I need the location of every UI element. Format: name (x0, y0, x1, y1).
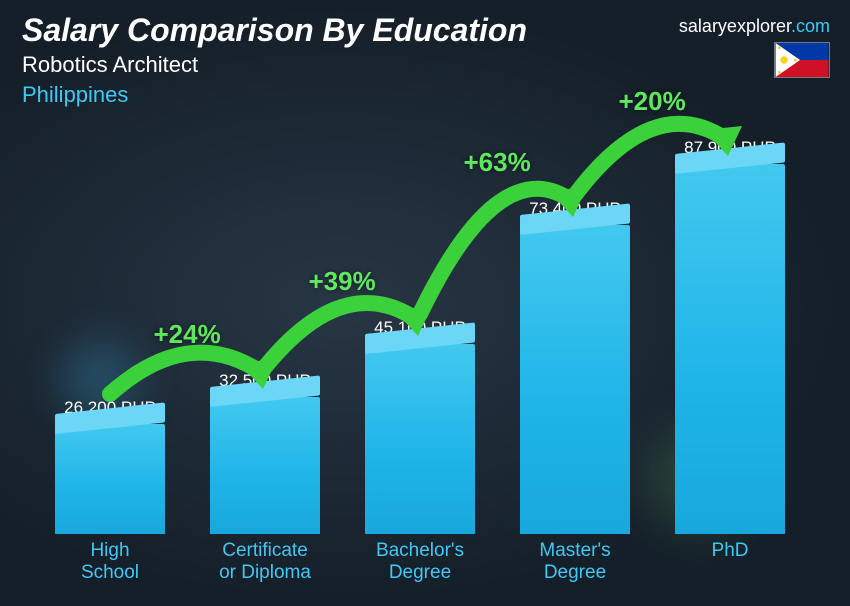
brand-suffix: .com (791, 16, 830, 36)
chart-area: 26,200 PHP HighSchool 32,500 PHP Certifi… (30, 68, 810, 588)
increase-label: +20% (619, 86, 686, 117)
brand-logo: salaryexplorer.com (679, 16, 830, 37)
increase-arrow (30, 68, 830, 588)
brand-name: salaryexplorer (679, 16, 791, 36)
chart-container: Salary Comparison By Education Robotics … (0, 0, 850, 606)
chart-title: Salary Comparison By Education (22, 12, 527, 49)
